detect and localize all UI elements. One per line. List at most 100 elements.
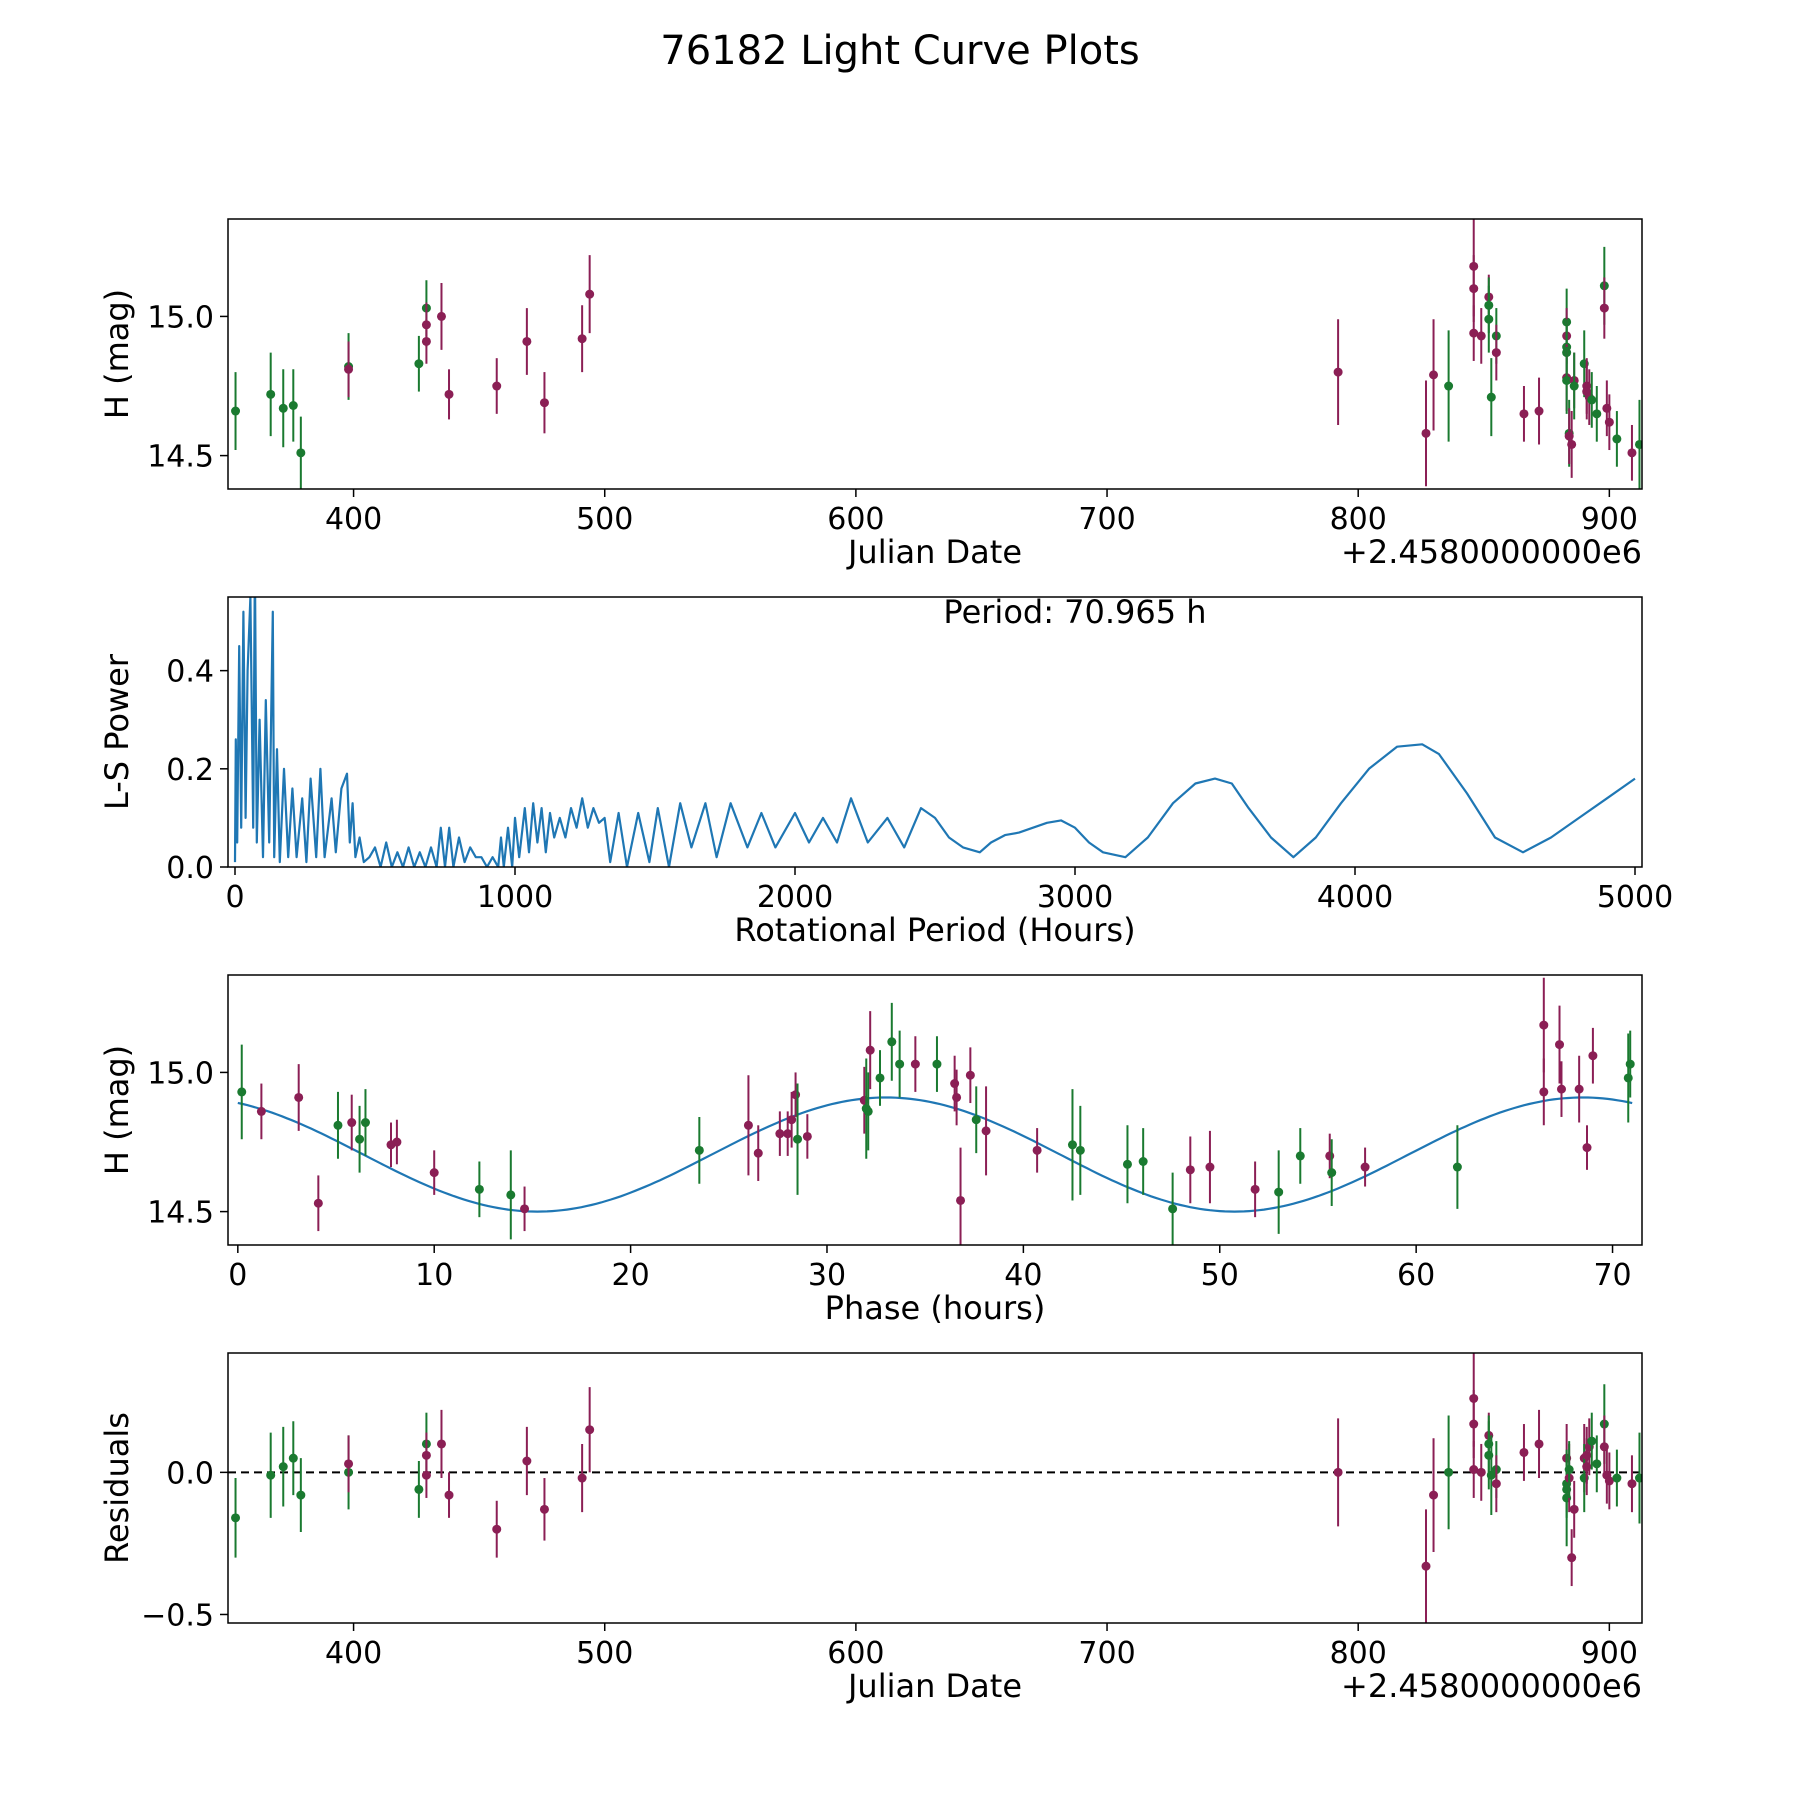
data-point xyxy=(414,359,424,369)
data-point xyxy=(956,1195,966,1205)
period-annotation: Period: 70.965 h xyxy=(943,593,1206,631)
data-point xyxy=(1627,1479,1637,1489)
data-point xyxy=(1634,1473,1642,1483)
data-point xyxy=(539,398,549,408)
data-point xyxy=(1604,1476,1614,1486)
data-point xyxy=(971,1115,981,1125)
data-point xyxy=(1429,1490,1439,1500)
data-point xyxy=(436,311,446,321)
x-axis-label: Julian Date xyxy=(846,533,1022,571)
data-point xyxy=(1469,328,1479,338)
data-point xyxy=(278,403,288,413)
axes-frame xyxy=(227,974,1643,1246)
data-point xyxy=(787,1115,797,1125)
data-point xyxy=(887,1037,897,1047)
data-point xyxy=(1333,367,1343,377)
y-axis-label: H (mag) xyxy=(98,289,136,419)
x-tick-label: 700 xyxy=(1078,502,1135,537)
x-tick-label: 500 xyxy=(576,1636,633,1671)
y-tick-label: −0.5 xyxy=(141,1598,214,1633)
data-point xyxy=(237,1087,247,1097)
x-axis-label: Phase (hours) xyxy=(825,1289,1046,1327)
fit-curve xyxy=(237,1096,1633,1213)
x-tick-label: 900 xyxy=(1581,1636,1638,1671)
data-point xyxy=(865,1045,875,1055)
data-point xyxy=(1274,1187,1284,1197)
data-point xyxy=(783,1129,793,1139)
x-tick-label: 4000 xyxy=(1317,880,1393,915)
data-point xyxy=(421,336,431,346)
data-point xyxy=(932,1059,942,1069)
data-point xyxy=(444,389,454,399)
data-point xyxy=(1067,1140,1077,1150)
data-point xyxy=(1122,1159,1132,1169)
axes-frame xyxy=(227,596,1643,868)
data-point xyxy=(1612,434,1622,444)
data-point xyxy=(1421,1561,1431,1571)
data-point xyxy=(577,334,587,344)
figure-title: 76182 Light Curve Plots xyxy=(660,28,1140,74)
x-axis-label: Rotational Period (Hours) xyxy=(734,911,1135,949)
data-point xyxy=(1534,406,1544,416)
data-point xyxy=(875,1073,885,1083)
data-point xyxy=(1484,314,1494,324)
data-point xyxy=(506,1190,516,1200)
data-point xyxy=(585,1425,595,1435)
data-point xyxy=(414,1484,424,1494)
data-point xyxy=(910,1059,920,1069)
panel-residuals: 400 500 600 700 800 900 −0.5 0.0 Julian Date Resi… xyxy=(98,1352,1643,1705)
data-point xyxy=(444,1490,454,1500)
data-point xyxy=(266,1470,276,1480)
data-point xyxy=(1491,348,1501,358)
plot-area xyxy=(228,1353,1642,1623)
x-tick-label: 700 xyxy=(1078,1636,1135,1671)
plot-area xyxy=(231,219,1642,489)
y-axis-label: Residuals xyxy=(98,1412,136,1564)
data-point xyxy=(1250,1184,1260,1194)
x-tick-label: 40 xyxy=(1004,1258,1042,1293)
data-point xyxy=(266,389,276,399)
data-point xyxy=(539,1504,549,1514)
data-point xyxy=(1205,1162,1215,1172)
data-point xyxy=(1634,439,1642,449)
x-tick-label: 30 xyxy=(808,1258,846,1293)
data-point xyxy=(1625,1059,1635,1069)
data-point xyxy=(1555,1040,1565,1050)
data-point xyxy=(1429,370,1439,380)
data-point xyxy=(1421,428,1431,438)
data-point xyxy=(294,1092,304,1102)
data-point xyxy=(1444,1467,1454,1477)
data-point xyxy=(1327,1168,1337,1178)
y-tick-label: 14.5 xyxy=(147,440,214,475)
data-point xyxy=(950,1079,960,1089)
x-tick-label: 400 xyxy=(325,1636,382,1671)
data-point xyxy=(1534,1439,1544,1449)
panel-periodogram: 0 1000 2000 3000 4000 5000 0.0 0.2 0.4 Rotational… xyxy=(98,593,1673,949)
data-point xyxy=(1476,331,1486,341)
data-point xyxy=(520,1204,530,1214)
data-point xyxy=(421,1470,431,1480)
data-point xyxy=(981,1126,991,1136)
x-tick-label: 400 xyxy=(325,502,382,537)
data-point xyxy=(1623,1073,1633,1083)
data-point xyxy=(1032,1145,1042,1155)
y-axis-label: H (mag) xyxy=(98,1045,136,1175)
data-point xyxy=(1567,439,1577,449)
data-point xyxy=(288,400,298,410)
y-tick-label: 15.0 xyxy=(147,1056,214,1091)
data-point xyxy=(296,1490,306,1500)
x-tick-label: 800 xyxy=(1330,502,1387,537)
plot-area xyxy=(233,597,1636,867)
data-point xyxy=(694,1145,704,1155)
x-offset-label: +2.4580000000e6 xyxy=(1341,1667,1642,1705)
data-point xyxy=(429,1168,439,1178)
y-tick-label: 14.5 xyxy=(147,1196,214,1231)
data-point xyxy=(1469,284,1479,294)
data-point xyxy=(743,1120,753,1130)
y-tick-label: 0.2 xyxy=(166,753,214,788)
data-point xyxy=(360,1118,370,1128)
x-tick-label: 600 xyxy=(827,502,884,537)
y-tick-label: 0.4 xyxy=(166,655,214,690)
